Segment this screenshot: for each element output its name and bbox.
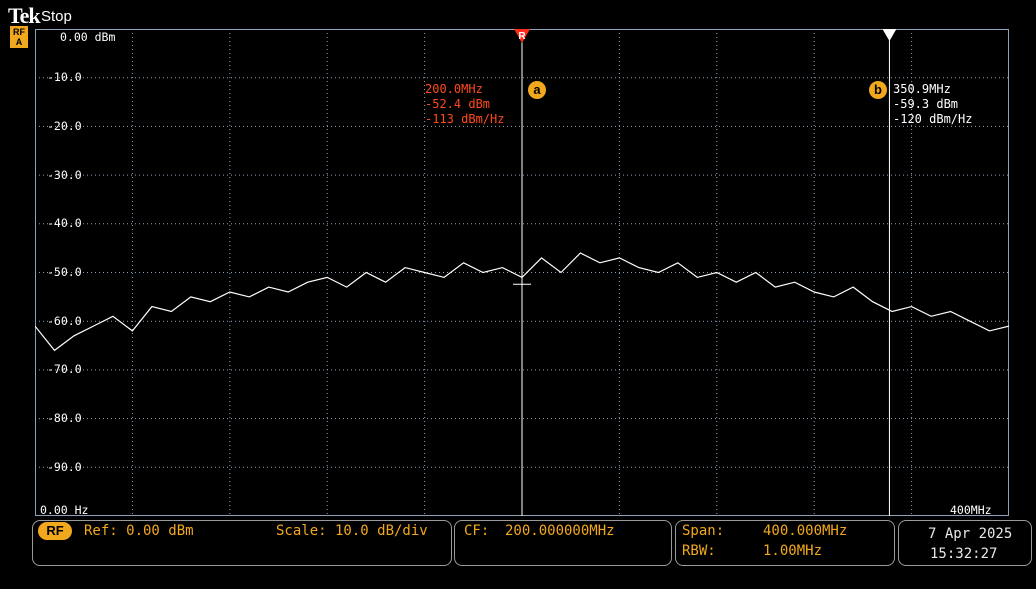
y-tick-label: -20.0: [47, 119, 82, 133]
marker-b-icon[interactable]: b: [869, 81, 887, 99]
marker-b-density: -120 dBm/Hz: [893, 112, 973, 126]
y-tick-label: -70.0: [47, 362, 82, 376]
rf-channel-badge[interactable]: RF A: [10, 26, 28, 48]
tek-logo: Tek: [8, 3, 41, 28]
span-value[interactable]: 400.000MHz: [763, 523, 848, 539]
y-tick-label: -10.0: [47, 70, 82, 84]
x-end-label: 400MHz: [950, 503, 992, 517]
y-tick-label: -50.0: [47, 265, 82, 279]
y-tick-label: -40.0: [47, 216, 82, 230]
rf-badge-line1: RF: [13, 27, 25, 37]
span-label: Span:: [682, 523, 725, 539]
marker-a-icon[interactable]: a: [528, 81, 546, 99]
x-start-label: 0.00 Hz: [40, 503, 89, 517]
marker-b-frequency: 350.9MHz: [893, 82, 951, 96]
center-frequency-panel[interactable]: [454, 520, 672, 566]
vertical-scale[interactable]: Scale: 10.0 dB/div: [276, 523, 428, 539]
marker-a-density: -113 dBm/Hz: [425, 112, 505, 126]
cf-value[interactable]: 200.000000MHz: [505, 523, 615, 539]
y-tick-label: -80.0: [47, 411, 82, 425]
marker-a-level: -52.4 dBm: [425, 97, 491, 111]
spectrum-plot[interactable]: R: [35, 29, 1009, 516]
marker-b-flag: [882, 29, 897, 41]
rbw-label: RBW:: [682, 543, 716, 559]
y-tick-label: -60.0: [47, 314, 82, 328]
cf-label: CF:: [464, 523, 490, 539]
marker-b-level: -59.3 dBm: [893, 97, 959, 111]
reference-level[interactable]: Ref: 0.00 dBm: [84, 523, 194, 539]
ref-scale-panel[interactable]: [32, 520, 452, 566]
date-display: 7 Apr 2025: [928, 526, 1013, 542]
y-tick-label: -30.0: [47, 168, 82, 182]
marker-a-flag: [514, 29, 530, 43]
acquisition-state[interactable]: Stop: [41, 8, 72, 25]
y-tick-label: -90.0: [47, 460, 82, 474]
time-display: 15:32:27: [930, 546, 998, 562]
rf-pill[interactable]: RF: [38, 522, 72, 540]
datetime-panel[interactable]: [898, 520, 1032, 566]
y-tick-label: 0.00 dBm: [60, 30, 116, 44]
rbw-value[interactable]: 1.00MHz: [763, 543, 823, 559]
rf-badge-line2: A: [15, 37, 23, 47]
marker-a-flag-label: R: [518, 31, 526, 42]
span-rbw-panel[interactable]: [675, 520, 895, 566]
marker-a-frequency: 200.0MHz: [425, 82, 483, 96]
